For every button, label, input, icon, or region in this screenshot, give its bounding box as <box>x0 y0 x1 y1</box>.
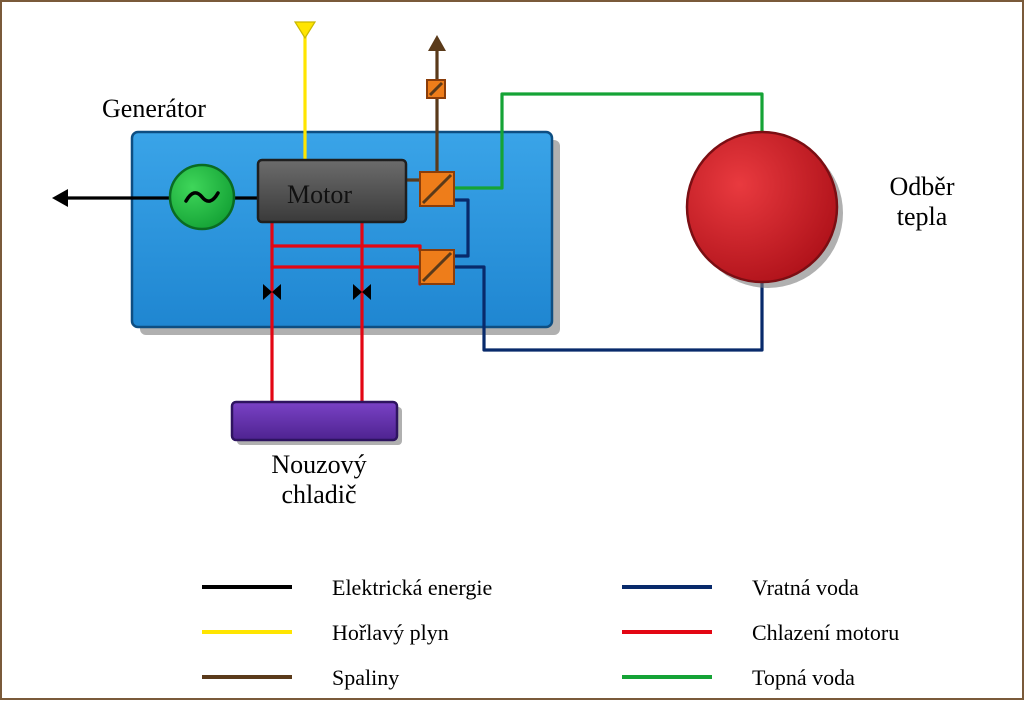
gas-arrow-icon <box>295 22 315 38</box>
emergency-cooler-node <box>232 402 397 440</box>
legend-swatch-2 <box>202 675 292 679</box>
electric-arrow-icon <box>52 189 68 207</box>
emergency-cooler-label: Nouzovýchladič <box>234 450 404 510</box>
generator-label: Generátor <box>102 94 206 124</box>
legend-swatch-1 <box>202 630 292 634</box>
legend-label-0: Elektrická energie <box>332 575 492 601</box>
legend-swatch-3 <box>622 585 712 589</box>
legend-label-4: Chlazení motoru <box>752 620 899 646</box>
heat-offtake-node <box>687 132 837 282</box>
legend-swatch-5 <box>622 675 712 679</box>
legend-swatch-4 <box>622 630 712 634</box>
legend-label-1: Hořlavý plyn <box>332 620 449 646</box>
legend-label-5: Topná voda <box>752 665 855 691</box>
motor-label: Motor <box>287 180 352 210</box>
legend-swatch-0 <box>202 585 292 589</box>
legend-label-3: Vratná voda <box>752 575 859 601</box>
heat-offtake-label: Odběrtepla <box>862 172 982 232</box>
legend-label-2: Spaliny <box>332 665 399 691</box>
exhaust-arrow-icon <box>428 35 446 51</box>
